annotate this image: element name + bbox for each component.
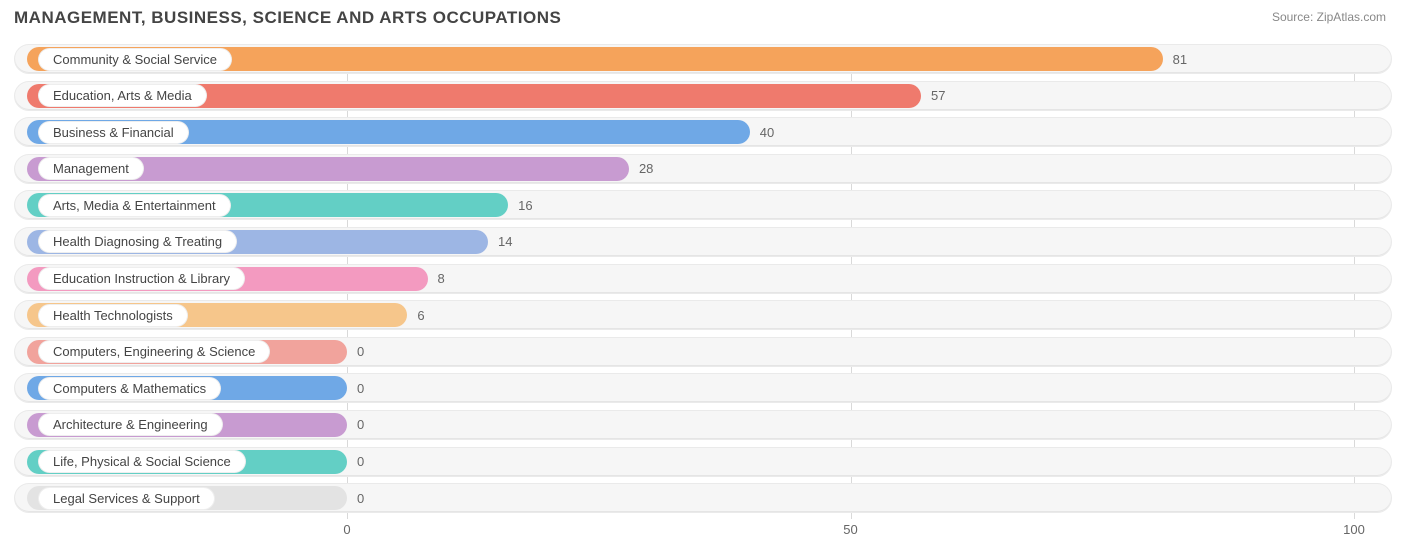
bar-row: Management 28 bbox=[14, 154, 1392, 184]
category-label: Computers, Engineering & Science bbox=[39, 341, 269, 362]
bar-row: Computers, Engineering & Science 0 bbox=[14, 337, 1392, 367]
category-label: Community & Social Service bbox=[39, 49, 231, 70]
value-label: 57 bbox=[931, 81, 945, 111]
category-label: Health Technologists bbox=[39, 305, 187, 326]
bar-row: Life, Physical & Social Science 0 bbox=[14, 447, 1392, 477]
bar-row: Legal Services & Support 0 bbox=[14, 483, 1392, 513]
source-name: ZipAtlas.com bbox=[1317, 10, 1386, 24]
category-label: Business & Financial bbox=[39, 122, 188, 143]
x-axis-tick-label: 100 bbox=[1343, 522, 1365, 537]
value-label: 6 bbox=[417, 300, 424, 330]
category-label: Education, Arts & Media bbox=[39, 85, 206, 106]
category-label: Education Instruction & Library bbox=[39, 268, 244, 289]
category-label: Arts, Media & Entertainment bbox=[39, 195, 230, 216]
bar-row: Health Diagnosing & Treating 14 bbox=[14, 227, 1392, 257]
x-axis-tick-label: 0 bbox=[343, 522, 350, 537]
bar-row: Community & Social Service 81 bbox=[14, 44, 1392, 74]
bar-row: Architecture & Engineering 0 bbox=[14, 410, 1392, 440]
x-axis-tick-label: 50 bbox=[843, 522, 857, 537]
value-label: 14 bbox=[498, 227, 512, 257]
source-prefix: Source: bbox=[1272, 10, 1317, 24]
value-label: 28 bbox=[639, 154, 653, 184]
bar-row: Education, Arts & Media 57 bbox=[14, 81, 1392, 111]
value-label: 40 bbox=[760, 117, 774, 147]
value-label: 0 bbox=[357, 447, 364, 477]
chart-title: MANAGEMENT, BUSINESS, SCIENCE AND ARTS O… bbox=[14, 8, 561, 28]
value-label: 16 bbox=[518, 190, 532, 220]
category-label: Management bbox=[39, 158, 143, 179]
bar-row: Health Technologists 6 bbox=[14, 300, 1392, 330]
chart-area: 0 50 100 Community & Social Service 81 Educat… bbox=[14, 44, 1392, 537]
category-label: Health Diagnosing & Treating bbox=[39, 231, 236, 252]
source-attribution: Source: ZipAtlas.com bbox=[1272, 10, 1386, 24]
category-label: Architecture & Engineering bbox=[39, 414, 222, 435]
bar-row: Business & Financial 40 bbox=[14, 117, 1392, 147]
category-label: Legal Services & Support bbox=[39, 488, 214, 509]
value-label: 8 bbox=[438, 264, 445, 294]
value-label: 81 bbox=[1173, 44, 1187, 74]
value-label: 0 bbox=[357, 337, 364, 367]
bar-row: Education Instruction & Library 8 bbox=[14, 264, 1392, 294]
value-label: 0 bbox=[357, 410, 364, 440]
value-label: 0 bbox=[357, 373, 364, 403]
bar-row: Arts, Media & Entertainment 16 bbox=[14, 190, 1392, 220]
category-label: Life, Physical & Social Science bbox=[39, 451, 245, 472]
category-label: Computers & Mathematics bbox=[39, 378, 220, 399]
bar-row: Computers & Mathematics 0 bbox=[14, 373, 1392, 403]
value-label: 0 bbox=[357, 483, 364, 513]
